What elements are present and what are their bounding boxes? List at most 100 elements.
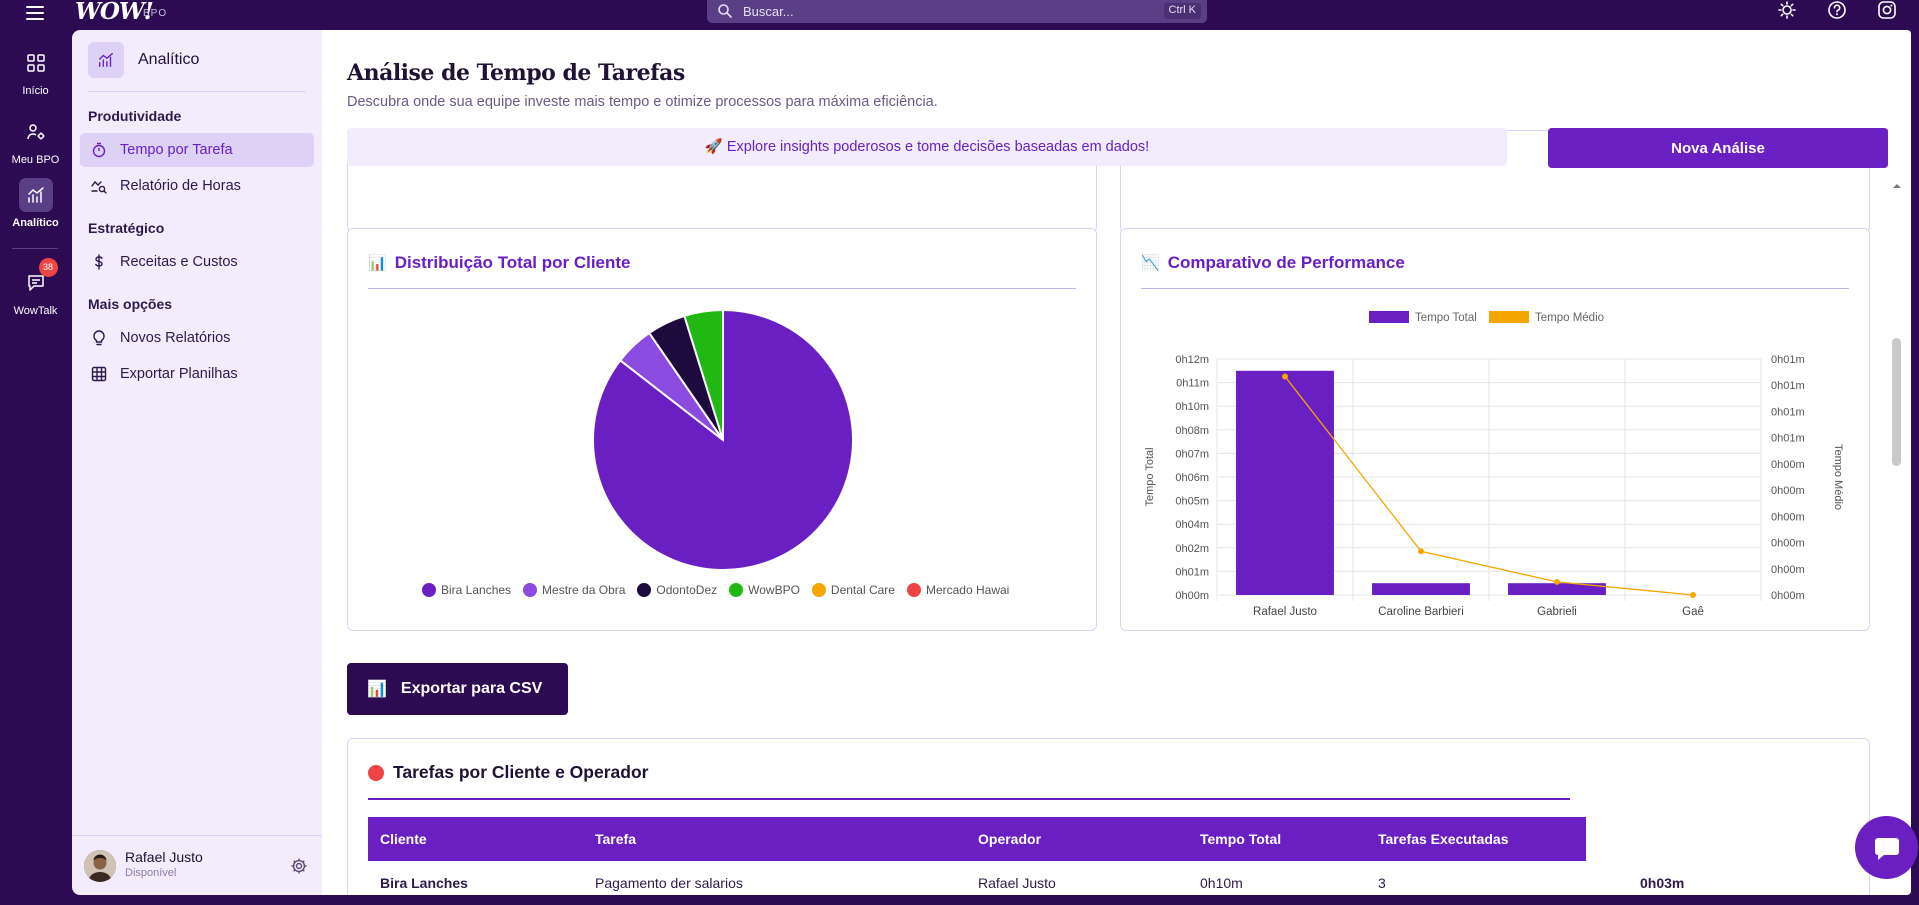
main-content: Análise de Tempo de Tarefas Descubra ond… <box>322 30 1911 895</box>
y-tick-label: 0h02m <box>1175 543 1209 555</box>
legend-label: WowBPO <box>748 583 800 597</box>
y2-tick-label: 0h00m <box>1771 511 1805 523</box>
pie-chart-title-text: Distribuição Total por Cliente <box>394 253 631 272</box>
sidebar-item-label: Relatório de Horas <box>120 178 241 194</box>
sidebar-item-label: Receitas e Custos <box>120 254 238 270</box>
y2-tick-label: 0h00m <box>1771 485 1805 497</box>
y2-tick-label: 0h00m <box>1771 538 1805 550</box>
dollar-icon <box>90 253 108 271</box>
tasks-table-title-text: Tarefas por Cliente e Operador <box>393 762 649 782</box>
column-header[interactable]: Cliente <box>380 831 427 847</box>
scrollbar[interactable] <box>1891 180 1903 880</box>
rail-item-analitico[interactable]: Analítico <box>0 178 71 240</box>
scrollbar-thumb[interactable] <box>1892 338 1901 466</box>
y-tick-label: 0h08m <box>1175 425 1209 437</box>
search-input[interactable] <box>743 2 1103 20</box>
y2-tick-label: 0h00m <box>1771 590 1805 602</box>
sidebar-item-exportar-planilhas[interactable]: Exportar Planilhas <box>80 357 314 391</box>
sidebar-header: Analítico <box>88 42 199 78</box>
help-icon[interactable] <box>1826 0 1848 22</box>
table-row[interactable]: Bira Lanches Pagamento der salarios Rafa… <box>368 861 1684 895</box>
legend-item[interactable]: Mercado Hawai <box>906 583 1010 597</box>
legend-swatch <box>637 583 652 597</box>
legend-item[interactable]: Mestre da Obra <box>523 583 625 597</box>
chart-line-icon <box>88 42 124 78</box>
column-header[interactable]: Operador <box>978 831 1042 847</box>
pie-chart[interactable] <box>588 307 858 577</box>
legend-swatch <box>1489 311 1529 323</box>
avatar[interactable] <box>84 850 116 882</box>
y-tick-label: 0h10m <box>1175 401 1209 413</box>
theme-toggle-sun-icon[interactable] <box>1776 0 1798 22</box>
rail-item-meu-bpo[interactable]: Meu BPO <box>0 115 71 177</box>
legend-label: OdontoDez <box>656 583 718 597</box>
stopwatch-icon <box>90 141 108 159</box>
x-tick-label: Rafael Justo <box>1253 606 1317 617</box>
sidebar-item-label: Exportar Planilhas <box>120 366 238 382</box>
new-analysis-button-cover[interactable]: Nova Análise <box>1548 128 1888 168</box>
table-icon <box>90 365 108 383</box>
legend-item[interactable]: OdontoDez <box>637 583 717 597</box>
sidebar-item-relatorio-de-horas[interactable]: Relatório de Horas <box>80 169 314 203</box>
y2-tick-label: 0h01m <box>1771 406 1805 418</box>
legend-label: Mercado Hawai <box>925 583 1010 597</box>
top-bar: WOW! BPO Ctrl K <box>0 0 1919 30</box>
y-axis-label: Tempo Total <box>1144 447 1156 506</box>
page-title-front: Análise de Tempo de Tarefas <box>347 60 685 86</box>
table-cell: 0h10m <box>1200 875 1243 891</box>
chat-icon: 38 <box>19 258 58 300</box>
gear-icon[interactable] <box>290 857 308 875</box>
y-tick-label: 0h04m <box>1175 519 1209 531</box>
rail-item-inicio[interactable]: Início <box>0 46 71 108</box>
line-point[interactable] <box>1690 592 1696 598</box>
column-header[interactable]: Tempo Total <box>1200 831 1282 847</box>
chat-button[interactable] <box>1855 816 1918 879</box>
sidebar-title: Analítico <box>138 51 200 68</box>
column-header[interactable]: Tarefas Executadas <box>1378 831 1509 847</box>
y-tick-label: 0h05m <box>1175 496 1209 508</box>
instagram-icon[interactable] <box>1876 0 1898 22</box>
bar[interactable] <box>1236 370 1334 595</box>
tasks-table-title: Tarefas por Cliente e Operador <box>368 762 648 783</box>
column-header[interactable]: Tempo Médio <box>1640 831 1685 891</box>
divider <box>1141 288 1849 289</box>
legend-item[interactable]: Dental Care <box>811 583 895 597</box>
legend-item[interactable]: WowBPO <box>729 583 800 597</box>
pie-slice[interactable] <box>683 308 724 441</box>
y-tick-label: 0h12m <box>1175 354 1209 366</box>
export-csv-button[interactable]: 📊 Exportar para CSV <box>347 663 568 715</box>
sidebar-section-label: Mais opções <box>88 296 173 312</box>
rail-label: Início <box>22 85 49 97</box>
legend-swatch <box>811 583 826 597</box>
column-header[interactable]: Tarefa <box>595 831 636 847</box>
table-cell: 3 <box>1378 875 1386 891</box>
pie-chart-card: 📊 Distribuição Total por Cliente Bira La… <box>347 228 1097 631</box>
sidebar-item-receitas-e-custos[interactable]: Receitas e Custos <box>80 245 314 279</box>
tasks-table-card: Tarefas por Cliente e Operador Cliente T… <box>347 738 1870 895</box>
search-bar[interactable]: Ctrl K <box>707 0 1207 23</box>
menu-icon[interactable] <box>24 2 46 24</box>
sidebar-item-novos-relatorios[interactable]: Novos Relatórios <box>80 321 314 355</box>
line-point[interactable] <box>1554 578 1560 585</box>
bar[interactable] <box>1508 583 1606 595</box>
sidebar-item-tempo-por-tarefa[interactable]: Tempo por Tarefa <box>80 133 314 167</box>
legend-item[interactable]: Bira Lanches <box>422 583 511 597</box>
table-header: Cliente Tarefa Operador Tempo Total Tare… <box>368 817 1685 891</box>
rail-item-wowtalk[interactable]: 38 WowTalk <box>0 258 71 328</box>
user-name: Rafael Justo <box>125 849 203 865</box>
app-logo[interactable]: WOW! <box>75 0 154 25</box>
chart-search-icon <box>90 177 108 195</box>
header-bg <box>322 30 1911 127</box>
line-point[interactable] <box>1282 373 1288 380</box>
line-point[interactable] <box>1418 548 1424 555</box>
y2-tick-label: 0h00m <box>1771 459 1805 471</box>
legend-swatch <box>1369 311 1409 323</box>
y2-tick-label: 0h01m <box>1771 380 1805 392</box>
y-tick-label: 0h06m <box>1175 472 1209 484</box>
series-line <box>1284 376 1694 596</box>
bar[interactable] <box>1372 583 1470 595</box>
performance-chart[interactable]: Tempo Total Tempo Médio 0h00m 0h01m 0h02m 0h0… <box>1141 307 1851 617</box>
export-csv-label: Exportar para CSV <box>400 680 543 697</box>
rail-label: Analítico <box>12 217 59 229</box>
x-tick-label: Gabrieli <box>1537 606 1577 617</box>
